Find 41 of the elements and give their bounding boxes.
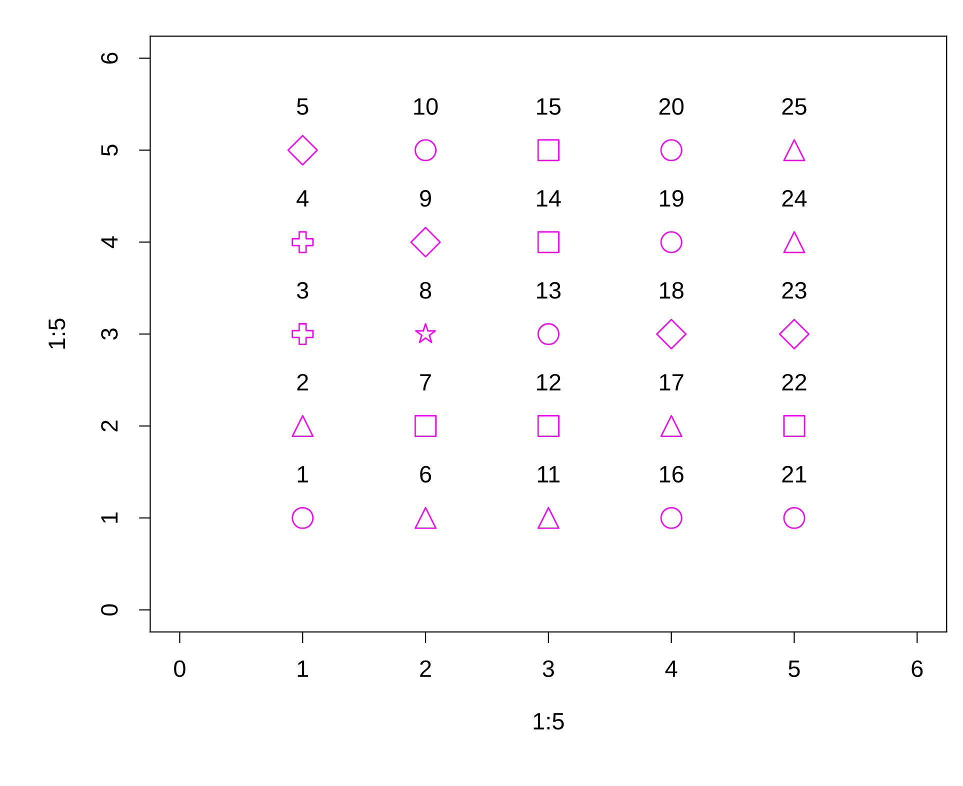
y-tick-label: 1 xyxy=(101,512,118,523)
y-tick-label: 6 xyxy=(101,52,118,64)
y-tick-label: 3 xyxy=(101,328,118,340)
annotation: 7 xyxy=(420,374,431,390)
annotation: 1 xyxy=(298,466,308,482)
annotation: 3 xyxy=(296,282,308,299)
x-tick-label: 1 xyxy=(298,660,308,677)
annotation: 19 xyxy=(660,190,684,207)
annotation: 9 xyxy=(420,190,431,207)
annotation: 6 xyxy=(420,466,432,483)
annotation: 18 xyxy=(660,282,684,299)
annotation: 8 xyxy=(420,282,432,299)
annotation: 17 xyxy=(660,374,684,390)
y-tick-label: 0 xyxy=(101,604,118,616)
x-tick-label: 4 xyxy=(665,660,678,677)
y-tick-label: 5 xyxy=(101,144,118,156)
annotation: 16 xyxy=(660,466,684,483)
annotation: 2 xyxy=(297,374,308,390)
annotation: 12 xyxy=(537,374,560,390)
x-axis-title: 1:5 xyxy=(534,713,564,730)
annotation: 11 xyxy=(538,466,560,482)
annotation: 15 xyxy=(537,98,561,115)
x-tick-label: 3 xyxy=(542,660,554,678)
x-tick-label: 6 xyxy=(912,660,923,678)
y-axis-title: 1:5 xyxy=(48,318,66,349)
x-tick-label: 0 xyxy=(174,660,186,678)
annotation: 22 xyxy=(782,374,806,390)
y-tick-label: 2 xyxy=(101,420,118,432)
annotation: 13 xyxy=(537,282,561,299)
annotation: 4 xyxy=(296,190,308,207)
annotation: 25 xyxy=(782,98,806,115)
x-tick-label: 2 xyxy=(420,660,431,677)
annotation: 14 xyxy=(537,190,561,207)
x-tick-label: 5 xyxy=(788,660,800,678)
annotation: 23 xyxy=(782,282,806,299)
annotation: 10 xyxy=(414,98,438,115)
y-tick-label: 4 xyxy=(101,236,118,248)
annotation: 24 xyxy=(782,190,807,207)
annotation: 21 xyxy=(782,466,806,482)
annotation: 20 xyxy=(659,98,684,115)
annotation: 5 xyxy=(297,98,308,115)
